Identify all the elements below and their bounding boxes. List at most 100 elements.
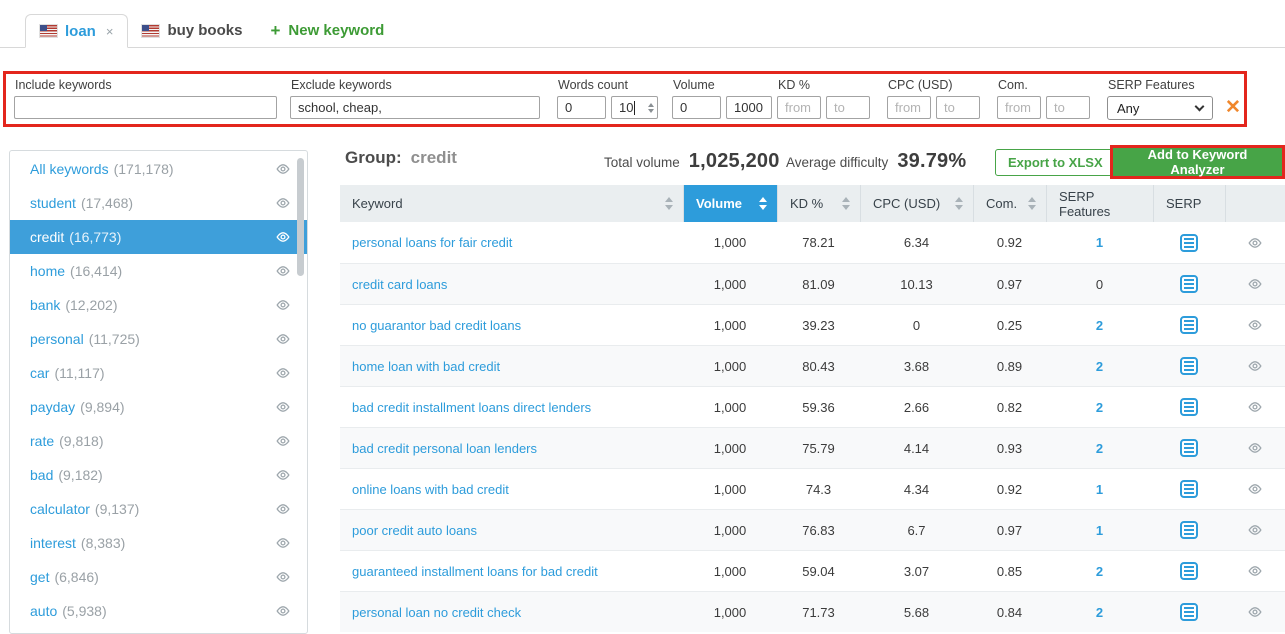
group-link[interactable]: calculator	[30, 501, 90, 517]
sidebar-item-all-keywords[interactable]: All keywords (171,178)	[10, 152, 307, 186]
keyword-link[interactable]: credit card loans	[352, 276, 448, 292]
eye-icon[interactable]	[1247, 481, 1263, 497]
sidebar-item-bank[interactable]: bank (12,202)	[10, 288, 307, 322]
group-link[interactable]: car	[30, 365, 50, 381]
keyword-link[interactable]: personal loan no credit check	[352, 604, 522, 620]
serp-features-count[interactable]: 2	[1095, 604, 1104, 620]
kd-to-input[interactable]: to	[826, 96, 870, 119]
sidebar-item-credit[interactable]: credit (16,773)	[10, 220, 307, 254]
export-xlsx-button[interactable]: Export to XLSX	[995, 149, 1116, 176]
sidebar-scrollbar[interactable]	[297, 158, 304, 276]
serp-features-select[interactable]: Any	[1107, 96, 1213, 120]
group-link[interactable]: auto	[30, 603, 58, 619]
eye-icon[interactable]	[275, 195, 291, 211]
eye-icon[interactable]	[1247, 276, 1263, 292]
tab-buy-books[interactable]: buy books	[128, 14, 256, 47]
keyword-link[interactable]: online loans with bad credit	[352, 481, 509, 497]
serp-features-count[interactable]: 2	[1095, 563, 1104, 579]
volume-to-input[interactable]: 1000	[726, 96, 772, 119]
column-header-com[interactable]: Com.	[973, 185, 1046, 222]
serp-snapshot-icon[interactable]	[1180, 480, 1198, 498]
eye-icon[interactable]	[1247, 522, 1263, 538]
serp-features-count[interactable]: 1	[1095, 522, 1104, 538]
sort-icon[interactable]	[665, 197, 673, 210]
sort-icon[interactable]	[1028, 197, 1036, 210]
sidebar-item-personal[interactable]: personal (11,725)	[10, 322, 307, 356]
sidebar-item-calculator[interactable]: calculator (9,137)	[10, 492, 307, 526]
sort-icon[interactable]	[842, 197, 850, 210]
eye-icon[interactable]	[275, 603, 291, 619]
eye-icon[interactable]	[1247, 235, 1263, 251]
eye-icon[interactable]	[275, 467, 291, 483]
serp-snapshot-icon[interactable]	[1180, 316, 1198, 334]
eye-icon[interactable]	[275, 433, 291, 449]
keyword-link[interactable]: personal loans for fair credit	[352, 235, 513, 250]
words-count-from-input[interactable]: 0	[557, 96, 606, 119]
column-header-visibility[interactable]	[1225, 185, 1285, 222]
keyword-link[interactable]: bad credit personal loan lenders	[352, 440, 538, 456]
group-link[interactable]: interest	[30, 535, 76, 551]
com-to-input[interactable]: to	[1046, 96, 1090, 119]
sidebar-item-bad[interactable]: bad (9,182)	[10, 458, 307, 492]
eye-icon[interactable]	[1247, 358, 1263, 374]
eye-icon[interactable]	[1247, 563, 1263, 579]
eye-icon[interactable]	[275, 229, 291, 245]
eye-icon[interactable]	[1247, 440, 1263, 456]
sidebar-item-payday[interactable]: payday (9,894)	[10, 390, 307, 424]
group-link[interactable]: personal	[30, 331, 84, 347]
column-header-keyword[interactable]: Keyword	[340, 185, 683, 222]
serp-snapshot-icon[interactable]	[1180, 439, 1198, 457]
serp-features-count[interactable]: 2	[1095, 399, 1104, 415]
eye-icon[interactable]	[1247, 604, 1263, 620]
keyword-link[interactable]: home loan with bad credit	[352, 358, 501, 374]
column-header-volume[interactable]: Volume	[683, 185, 777, 222]
group-link[interactable]: get	[30, 569, 50, 585]
serp-snapshot-icon[interactable]	[1180, 275, 1198, 293]
add-to-keyword-analyzer-button[interactable]: Add to Keyword Analyzer	[1113, 147, 1282, 177]
serp-snapshot-icon[interactable]	[1180, 233, 1198, 252]
sort-icon[interactable]	[759, 197, 767, 210]
sidebar-item-student[interactable]: student (17,468)	[10, 186, 307, 220]
cpc-to-input[interactable]: to	[936, 96, 980, 119]
words-count-to-input[interactable]: 10	[611, 96, 658, 119]
group-link[interactable]: bank	[30, 297, 61, 313]
keyword-link[interactable]: poor credit auto loans	[352, 522, 478, 538]
group-link[interactable]: All keywords	[30, 161, 109, 177]
eye-icon[interactable]	[1247, 317, 1263, 333]
serp-snapshot-icon[interactable]	[1180, 398, 1198, 416]
keyword-link[interactable]: bad credit installment loans direct lend…	[352, 399, 592, 415]
eye-icon[interactable]	[1247, 399, 1263, 415]
volume-from-input[interactable]: 0	[672, 96, 721, 119]
group-link[interactable]: bad	[30, 467, 54, 483]
group-link[interactable]: home	[30, 263, 66, 279]
eye-icon[interactable]	[275, 263, 291, 279]
eye-icon[interactable]	[275, 331, 291, 347]
group-link[interactable]: payday	[30, 399, 76, 415]
eye-icon[interactable]	[275, 399, 291, 415]
group-link[interactable]: rate	[30, 433, 55, 449]
eye-icon[interactable]	[275, 501, 291, 517]
kd-from-input[interactable]: from	[777, 96, 821, 119]
tab-loan[interactable]: loan ×	[25, 14, 129, 48]
include-keywords-input[interactable]	[14, 96, 277, 119]
cpc-from-input[interactable]: from	[887, 96, 931, 119]
serp-snapshot-icon[interactable]	[1180, 521, 1198, 539]
exclude-keywords-input[interactable]: school, cheap,	[290, 96, 540, 119]
new-keyword-button[interactable]: + New keyword	[256, 14, 398, 47]
serp-snapshot-icon[interactable]	[1180, 357, 1198, 375]
com-from-input[interactable]: from	[997, 96, 1041, 119]
serp-snapshot-icon[interactable]	[1180, 603, 1198, 621]
group-link[interactable]: student	[30, 195, 76, 211]
sidebar-item-get[interactable]: get (6,846)	[10, 560, 307, 594]
close-icon[interactable]: ×	[105, 23, 114, 39]
serp-features-count[interactable]: 2	[1095, 358, 1104, 374]
eye-icon[interactable]	[275, 161, 291, 177]
sidebar-item-rate[interactable]: rate (9,818)	[10, 424, 307, 458]
sidebar-item-home[interactable]: home (16,414)	[10, 254, 307, 288]
column-header-cpc[interactable]: CPC (USD)	[860, 185, 973, 222]
eye-icon[interactable]	[275, 297, 291, 313]
serp-features-count[interactable]: 2	[1095, 440, 1104, 456]
group-link[interactable]: credit	[30, 229, 65, 245]
sidebar-item-interest[interactable]: interest (8,383)	[10, 526, 307, 560]
serp-features-count[interactable]: 1	[1095, 235, 1104, 250]
